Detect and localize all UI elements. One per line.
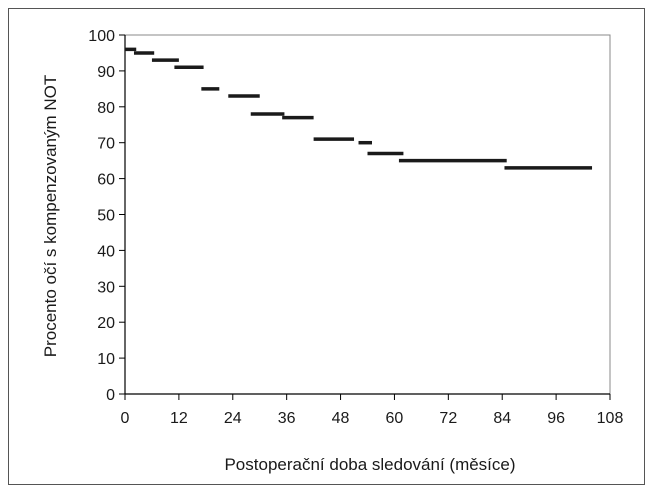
x-axis: 0 12 24 36 48 60 72 84 96 108	[121, 393, 624, 427]
y-axis-title: Procento očí s kompenzovaným NOT	[41, 75, 60, 358]
y-tick-label: 60	[97, 172, 115, 189]
y-tick-label: 70	[97, 136, 115, 153]
y-tick-label: 40	[97, 243, 115, 260]
y-tick-label: 0	[106, 387, 115, 404]
y-tick-label: 50	[97, 208, 115, 225]
y-tick-label: 90	[97, 64, 115, 81]
x-tick-label: 72	[439, 410, 457, 427]
x-tick-label: 12	[170, 410, 188, 427]
y-tick-label: 30	[97, 279, 115, 296]
plot-area-border	[124, 34, 611, 395]
x-tick-label: 60	[386, 410, 404, 427]
x-tick-label: 108	[597, 410, 624, 427]
y-tick-label: 100	[88, 28, 115, 45]
x-tick-label: 24	[224, 410, 242, 427]
y-tick-label: 80	[97, 100, 115, 117]
x-tick-label: 96	[547, 410, 565, 427]
y-tick-label: 20	[97, 315, 115, 332]
y-axis: 0 10 20 30 40 50 60 70 80 90 100	[88, 28, 126, 404]
x-tick-label: 84	[493, 410, 511, 427]
y-tick-label: 10	[97, 351, 115, 368]
data-marks	[125, 47, 593, 170]
x-axis-title: Postoperační doba sledování (měsíce)	[224, 455, 515, 474]
x-tick-label: 48	[332, 410, 350, 427]
x-tick-label: 36	[278, 410, 296, 427]
x-tick-label: 0	[121, 410, 130, 427]
